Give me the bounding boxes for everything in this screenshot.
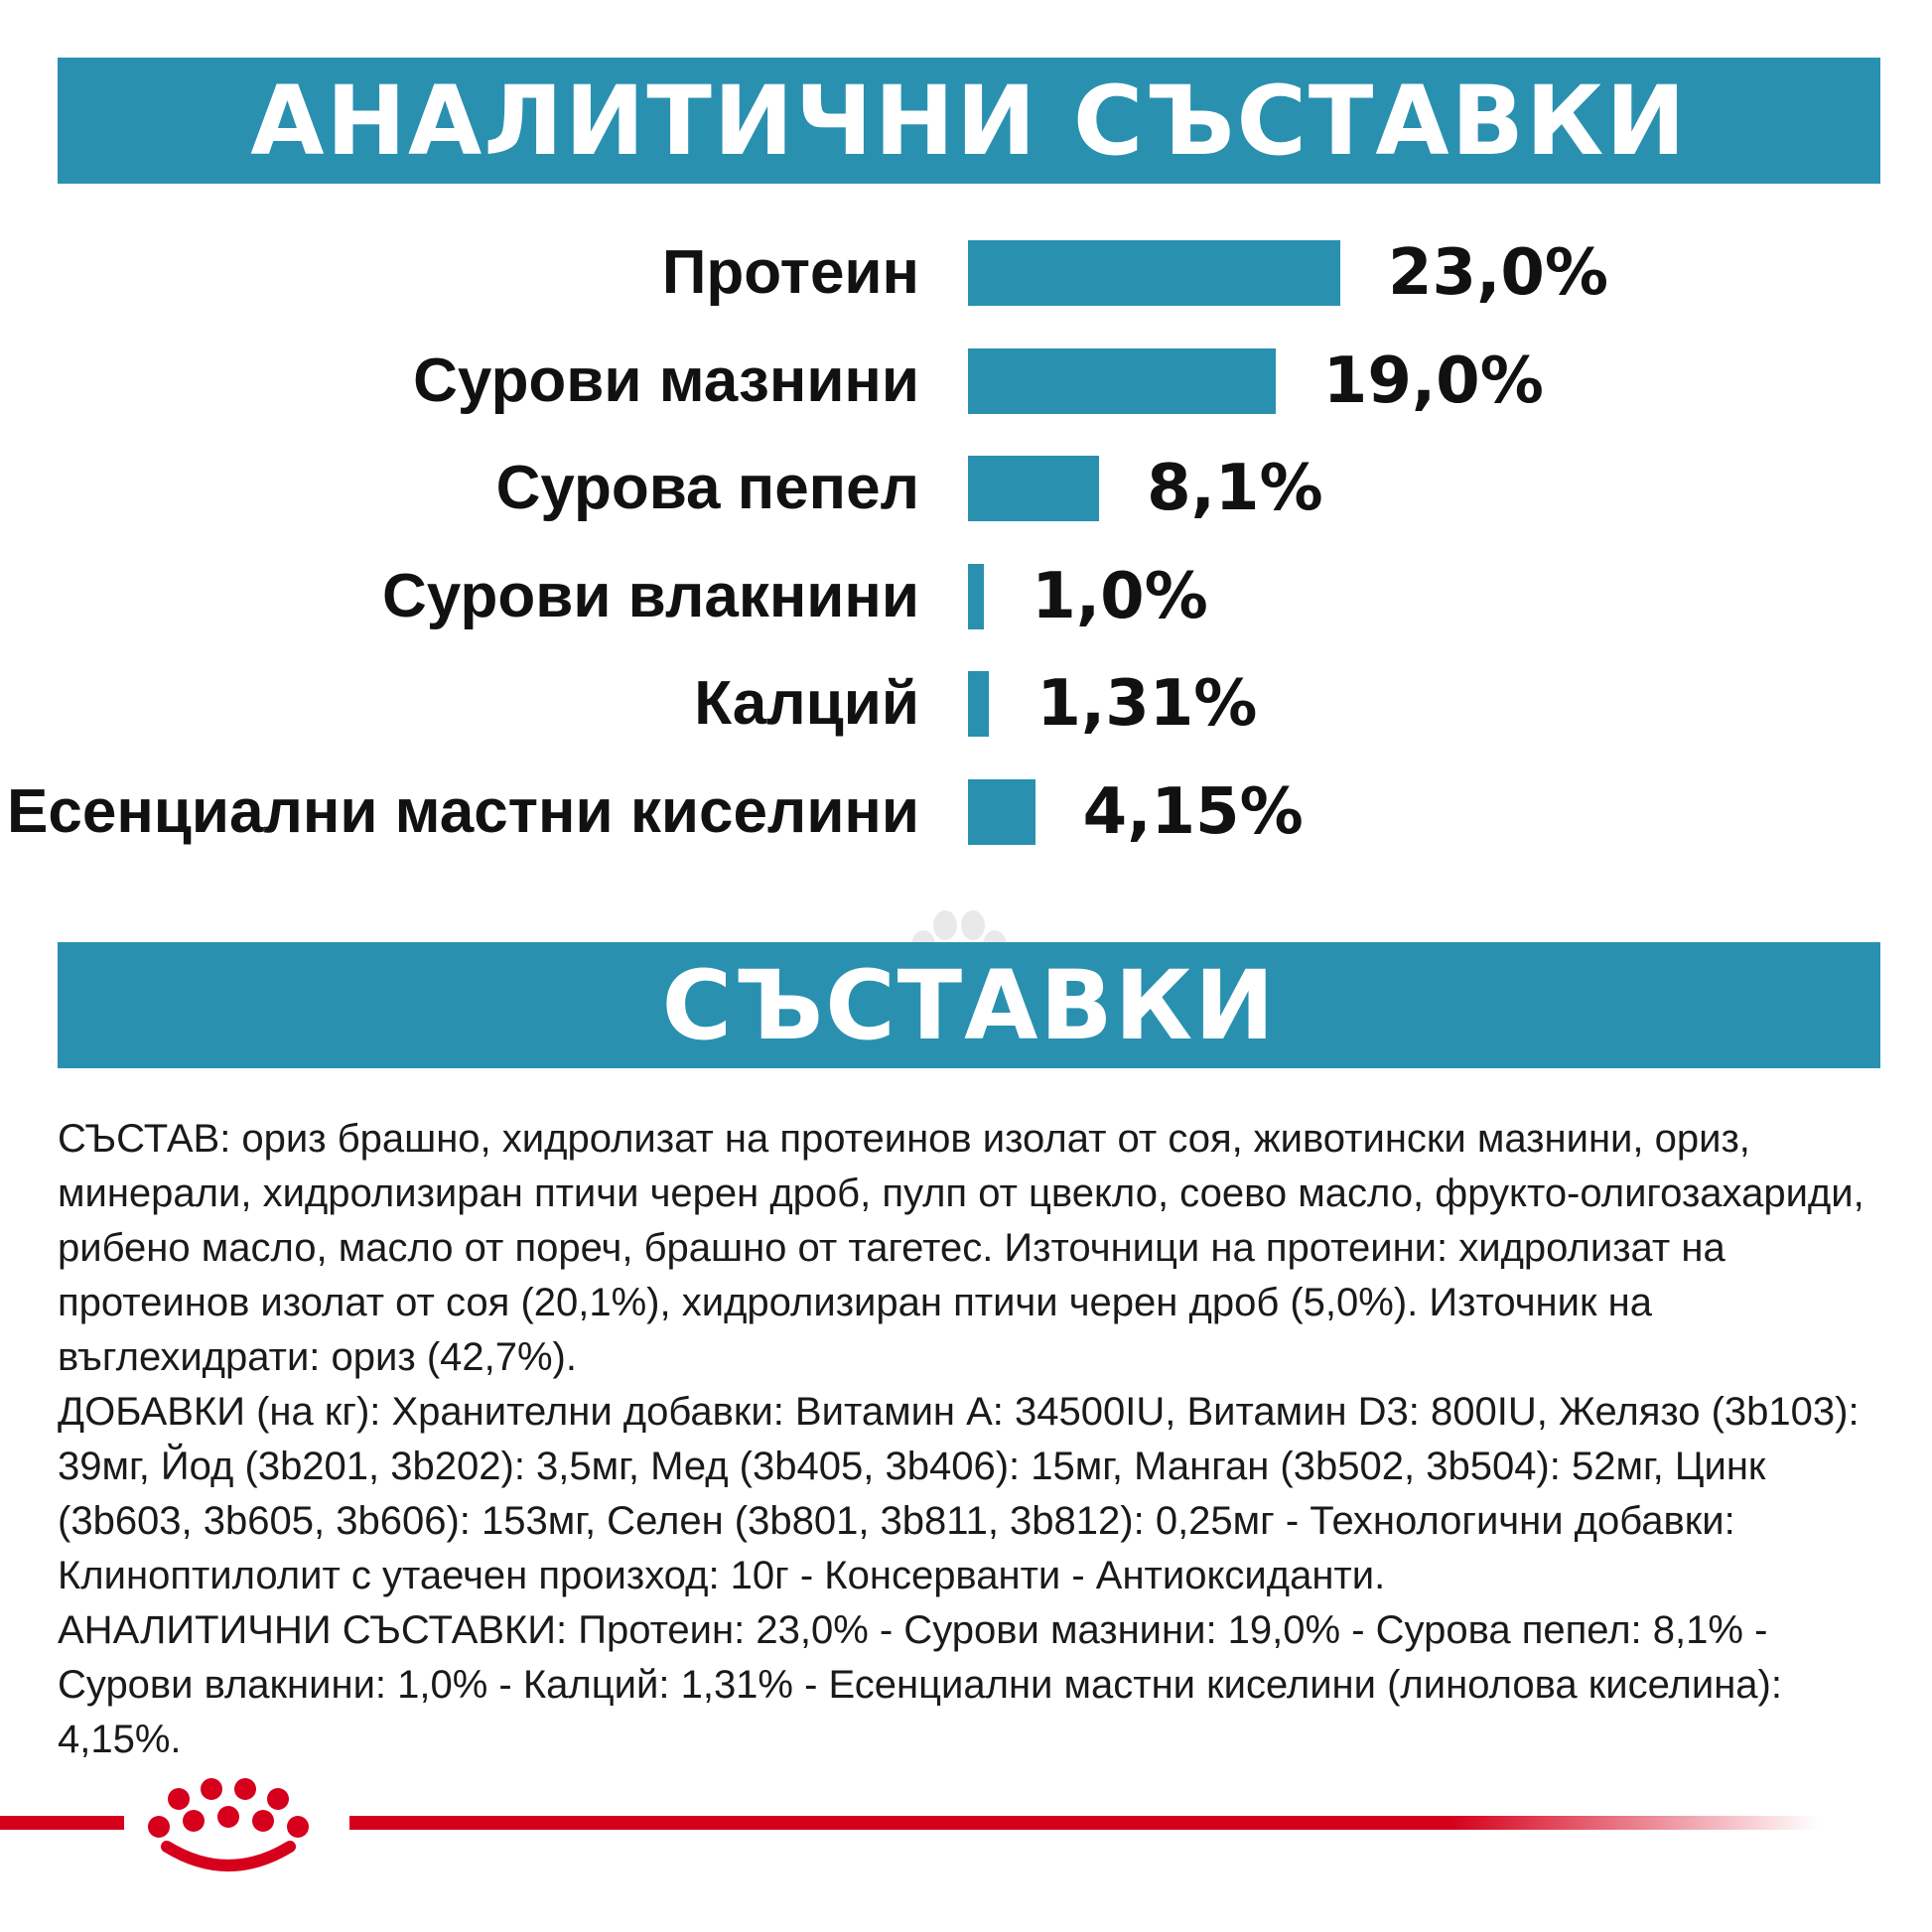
analytical-constituents-title: АНАЛИТИЧНИ СЪСТАВКИ	[250, 65, 1688, 177]
value-label: 4,15%	[1082, 774, 1304, 849]
additives-paragraph: ДОБАВКИ (на кг): Хранителни добавки: Вит…	[58, 1390, 1860, 1597]
category-label: Сурови влакнини	[382, 561, 919, 630]
category-label: Есенциални мастни киселини	[7, 776, 919, 846]
analytical-paragraph: АНАЛИТИЧНИ СЪСТАВКИ: Протеин: 23,0% - Су…	[58, 1608, 1782, 1761]
value-label: 23,0%	[1388, 236, 1609, 310]
brand-stripe-right	[349, 1816, 1819, 1830]
chart-row: Сурови мазнини 19,0%	[0, 346, 1932, 416]
category-label: Калций	[694, 669, 919, 738]
value-label: 1,0%	[1032, 559, 1208, 633]
composition-paragraph: СЪСТАВ: ориз брашно, хидролизат на проте…	[58, 1117, 1864, 1379]
category-label: Протеин	[661, 238, 919, 307]
chart-row: Сурови влакнини 1,0%	[0, 562, 1932, 631]
brand-stripe-left	[0, 1816, 124, 1830]
value-label: 1,31%	[1036, 667, 1258, 741]
composition-text: СЪСТАВ: ориз брашно, хидролизат на проте…	[58, 1112, 1884, 1767]
value-label: 8,1%	[1147, 452, 1323, 525]
ingredients-title: СЪСТАВКИ	[661, 949, 1277, 1061]
bar	[968, 671, 990, 737]
chart-row: Есенциални мастни киселини 4,15%	[0, 777, 1932, 847]
analytical-constituents-banner: АНАЛИТИЧНИ СЪСТАВКИ	[58, 58, 1880, 184]
nutrient-bar-chart: Протеин 23,0% Сурови мазнини 19,0% Сурова пе…	[0, 238, 1932, 874]
bar	[968, 347, 1276, 414]
chart-row: Протеин 23,0%	[0, 238, 1932, 308]
bar	[968, 563, 985, 629]
bar	[968, 456, 1100, 521]
chart-row: Калций 1,31%	[0, 669, 1932, 739]
bar	[968, 240, 1340, 306]
category-label: Сурови мазнини	[413, 345, 919, 415]
bar	[968, 778, 1035, 845]
category-label: Сурова пепел	[495, 454, 919, 522]
chart-row: Сурова пепел 8,1%	[0, 454, 1932, 523]
crown-logo-icon	[139, 1777, 338, 1886]
ingredients-banner: СЪСТАВКИ	[58, 942, 1880, 1068]
value-label: 19,0%	[1322, 344, 1544, 418]
